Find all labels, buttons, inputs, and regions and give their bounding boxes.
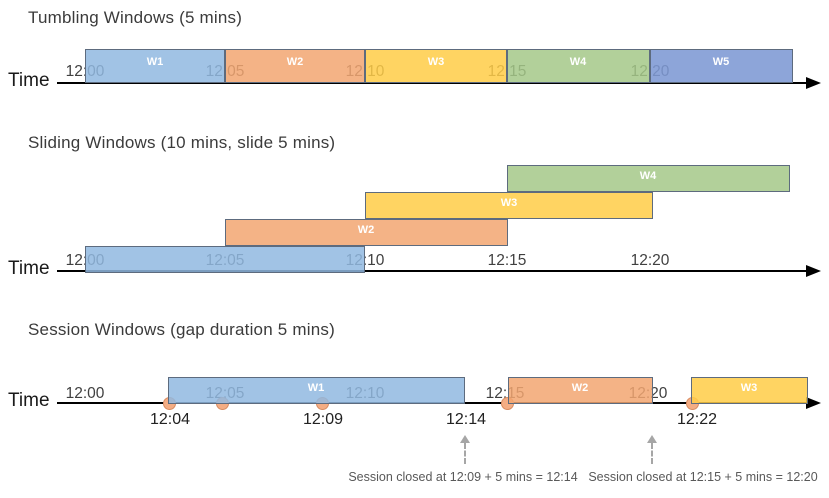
tumbling-window-bar-w5 bbox=[650, 49, 793, 83]
session-tick: 12:00 bbox=[65, 385, 105, 402]
sliding-axis-arrow-icon bbox=[806, 265, 821, 277]
sliding-window-bar-w3 bbox=[365, 192, 653, 219]
session-window-label: W1 bbox=[307, 382, 325, 394]
up-arrow-icon bbox=[647, 435, 657, 443]
session-section-title: Session Windows (gap duration 5 mins) bbox=[28, 320, 335, 339]
up-arrow-icon bbox=[460, 435, 470, 443]
session-time-axis-label: Time bbox=[8, 390, 50, 411]
session-window-bar-w3 bbox=[691, 377, 808, 404]
sliding-window-label: W4 bbox=[639, 170, 657, 182]
sliding-tick: 12:20 bbox=[630, 252, 670, 269]
tumbling-section-title: Tumbling Windows (5 mins) bbox=[28, 8, 243, 27]
session-axis-arrow-icon bbox=[806, 397, 821, 409]
tumbling-window-label: W5 bbox=[712, 56, 730, 68]
session-window-bar-w1 bbox=[168, 377, 465, 404]
tumbling-window-bar-w2 bbox=[225, 49, 365, 83]
sliding-window-bar-w2 bbox=[225, 219, 508, 246]
session-window-bar-w2 bbox=[508, 377, 653, 404]
tumbling-window-label: W1 bbox=[146, 56, 164, 68]
annotation-dashed-line bbox=[651, 443, 653, 464]
sliding-time-axis bbox=[57, 270, 807, 272]
tumbling-window-label: W2 bbox=[286, 56, 304, 68]
tumbling-window-bar-w1 bbox=[85, 49, 225, 83]
sliding-window-label: W2 bbox=[357, 224, 375, 236]
event-time-label: 12:22 bbox=[676, 411, 718, 428]
tumbling-axis-arrow-icon bbox=[806, 77, 821, 89]
event-time-label: 12:04 bbox=[149, 411, 191, 428]
event-time-label: 12:09 bbox=[302, 411, 344, 428]
sliding-window-bar-w4 bbox=[507, 165, 790, 192]
sliding-time-axis-label: Time bbox=[8, 258, 50, 279]
sliding-window-label: W3 bbox=[500, 197, 518, 209]
sliding-section-title: Sliding Windows (10 mins, slide 5 mins) bbox=[28, 133, 336, 152]
annotation-dashed-line bbox=[464, 443, 466, 464]
session-closed-annotation: Session closed at 12:15 + 5 mins = 12:20 bbox=[588, 470, 818, 484]
sliding-window-bar-w1 bbox=[85, 246, 365, 273]
session-closed-annotation: Session closed at 12:09 + 5 mins = 12:14 bbox=[348, 470, 578, 484]
event-time-label: 12:14 bbox=[445, 411, 487, 428]
tumbling-window-bar-w4 bbox=[507, 49, 650, 83]
tumbling-window-label: W3 bbox=[427, 56, 445, 68]
sliding-tick: 12:15 bbox=[487, 252, 527, 269]
session-window-label: W2 bbox=[571, 382, 589, 394]
tumbling-window-label: W4 bbox=[569, 56, 587, 68]
tumbling-time-axis-label: Time bbox=[8, 70, 50, 91]
tumbling-window-bar-w3 bbox=[365, 49, 507, 83]
session-window-label: W3 bbox=[740, 382, 758, 394]
tumbling-time-axis bbox=[57, 82, 807, 84]
